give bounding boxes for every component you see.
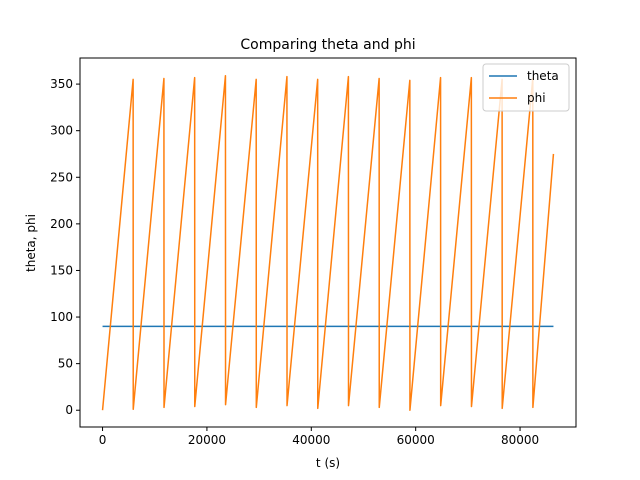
legend-label-theta: theta	[527, 69, 559, 83]
y-tick-label: 100	[50, 310, 73, 324]
legend-label-phi: phi	[527, 91, 546, 105]
y-tick-label: 200	[50, 217, 73, 231]
legend: theta phi	[482, 63, 570, 112]
y-tick-label: 250	[50, 170, 73, 184]
y-axis: 0 50 100 150 200 250 300 350	[50, 77, 80, 417]
y-tick-label: 0	[65, 403, 73, 417]
axes-frame	[79, 57, 577, 428]
y-tick-label: 350	[50, 77, 73, 91]
x-axis-label: t (s)	[316, 456, 340, 470]
x-tick-label: 0	[99, 433, 107, 447]
x-axis: 0 20000 40000 60000 80000	[99, 427, 539, 447]
plot-lines	[101, 74, 555, 411]
y-tick-label: 150	[50, 263, 73, 277]
series-line-phi	[101, 74, 555, 411]
x-tick-label: 20000	[188, 433, 226, 447]
y-axis-label: theta, phi	[24, 214, 38, 272]
x-tick-label: 40000	[292, 433, 330, 447]
chart-title: Comparing theta and phi	[240, 37, 415, 53]
x-tick-label: 60000	[397, 433, 435, 447]
y-tick-label: 50	[58, 357, 73, 371]
y-tick-label: 300	[50, 124, 73, 138]
x-tick-label: 80000	[501, 433, 539, 447]
